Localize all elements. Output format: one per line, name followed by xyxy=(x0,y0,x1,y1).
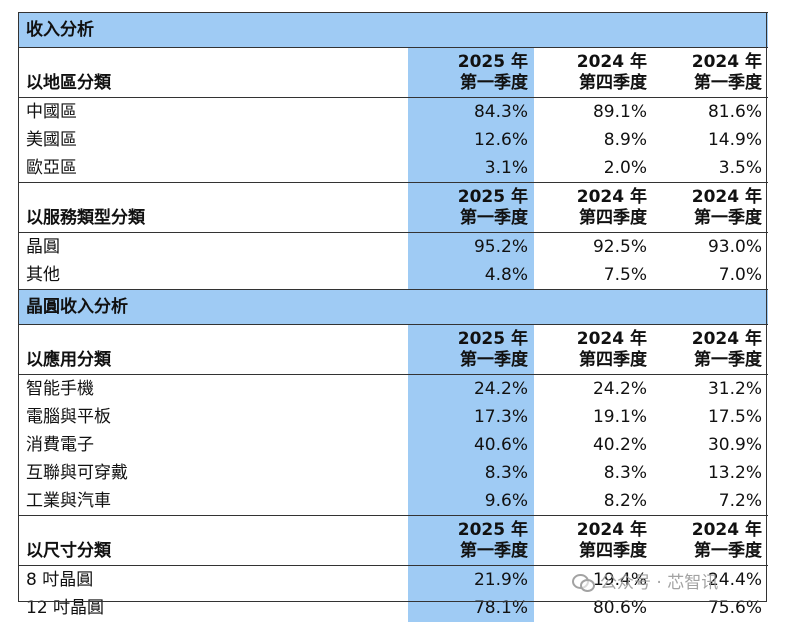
watermark: 公众号 · 芯智讯 xyxy=(572,568,718,593)
cell-2024-q1: 31.2% xyxy=(707,379,762,399)
column-header-2024-q1: 2024 年第一季度 xyxy=(653,324,768,375)
cell-2025-q1: 12.6% xyxy=(408,126,534,154)
column-header-2024-q4: 2024 年第四季度 xyxy=(534,47,653,98)
cell-2024-q4: 19.1% xyxy=(592,407,647,427)
cell-2025-q1: 9.6% xyxy=(408,487,534,516)
row-label: 電腦與平板 xyxy=(26,407,111,427)
cell-2025-q1: 78.1% xyxy=(408,594,534,622)
row-label: 美國區 xyxy=(26,130,77,150)
cell-2024-q1: 7.0% xyxy=(718,265,762,285)
section-header: 晶圓收入分析 xyxy=(18,289,768,325)
group-label: 以地區分類 xyxy=(18,47,408,98)
column-header-2025-q1: 2025 年第一季度 xyxy=(408,324,534,375)
table-row: 8 吋晶圓 21.9% 19.4% 24.4% xyxy=(18,565,768,594)
cell-2025-q1: 40.6% xyxy=(408,431,534,459)
group-header-row: 以服務類型分類 2025 年第一季度 2024 年第四季度 2024 年第一季度 xyxy=(18,182,768,233)
group-label: 以尺寸分類 xyxy=(18,515,408,566)
cell-2024-q1: 14.9% xyxy=(707,130,762,150)
cell-2024-q4: 8.9% xyxy=(603,130,647,150)
watermark-text: 公众号 · 芯智讯 xyxy=(600,573,719,593)
group-header-row: 以應用分類 2025 年第一季度 2024 年第四季度 2024 年第一季度 xyxy=(18,324,768,375)
row-label: 智能手機 xyxy=(26,379,94,399)
table-row: 消費電子 40.6% 40.2% 30.9% xyxy=(18,431,768,459)
cell-2024-q4: 92.5% xyxy=(592,237,647,257)
cell-2024-q4: 80.6% xyxy=(592,598,647,618)
cell-2024-q1: 13.2% xyxy=(707,463,762,483)
section-header: 收入分析 xyxy=(18,12,768,48)
table-row: 12 吋晶圓 78.1% 80.6% 75.6% xyxy=(18,594,768,622)
column-header-2025-q1: 2025 年第一季度 xyxy=(408,47,534,98)
table-row: 歐亞區 3.1% 2.0% 3.5% xyxy=(18,154,768,183)
table-row: 智能手機 24.2% 24.2% 31.2% xyxy=(18,374,768,403)
column-header-2024-q1: 2024 年第一季度 xyxy=(653,182,768,233)
cell-2024-q4: 8.2% xyxy=(534,487,653,516)
cell-2024-q4: 19.4% xyxy=(592,570,647,590)
cell-2024-q1: 17.5% xyxy=(707,407,762,427)
table-row: 工業與汽車 9.6% 8.2% 7.2% xyxy=(18,487,768,516)
cell-2024-q1: 75.6% xyxy=(707,598,762,618)
cell-2024-q4: 40.2% xyxy=(592,435,647,455)
column-header-2025-q1: 2025 年第一季度 xyxy=(408,182,534,233)
row-label: 中國區 xyxy=(26,102,77,122)
column-header-2024-q4: 2024 年第四季度 xyxy=(534,182,653,233)
revenue-table: 收入分析 以地區分類 2025 年第一季度 2024 年第四季度 2024 年第… xyxy=(18,12,768,622)
column-header-2024-q4: 2024 年第四季度 xyxy=(534,324,653,375)
cell-2025-q1: 17.3% xyxy=(408,403,534,431)
cell-2025-q1: 95.2% xyxy=(408,232,534,261)
row-label: 12 吋晶圓 xyxy=(26,598,105,618)
cell-2024-q4: 2.0% xyxy=(534,154,653,183)
column-header-2024-q1: 2024 年第一季度 xyxy=(653,47,768,98)
row-label: 歐亞區 xyxy=(18,154,408,183)
table-row: 美國區 12.6% 8.9% 14.9% xyxy=(18,126,768,154)
table-row: 電腦與平板 17.3% 19.1% 17.5% xyxy=(18,403,768,431)
column-header-2025-q1: 2025 年第一季度 xyxy=(408,515,534,566)
cell-2025-q1: 21.9% xyxy=(408,565,534,594)
row-label: 8 吋晶圓 xyxy=(26,570,94,590)
wechat-icon xyxy=(572,572,595,592)
cell-2025-q1: 8.3% xyxy=(408,459,534,487)
cell-2024-q1: 81.6% xyxy=(707,102,762,122)
row-label: 其他 xyxy=(26,265,60,285)
cell-2024-q1: 7.2% xyxy=(653,487,768,516)
group-label: 以服務類型分類 xyxy=(18,182,408,233)
group-header-row: 以地區分類 2025 年第一季度 2024 年第四季度 2024 年第一季度 xyxy=(18,47,768,98)
table-row: 中國區 84.3% 89.1% 81.6% xyxy=(18,97,768,126)
cell-2024-q4: 24.2% xyxy=(592,379,647,399)
table-row: 互聯與可穿戴 8.3% 8.3% 13.2% xyxy=(18,459,768,487)
section-title: 收入分析 xyxy=(18,12,768,48)
row-label: 晶圓 xyxy=(26,237,60,257)
cell-2025-q1: 84.3% xyxy=(408,97,534,126)
group-header-row: 以尺寸分類 2025 年第一季度 2024 年第四季度 2024 年第一季度 xyxy=(18,515,768,566)
table-row: 晶圓 95.2% 92.5% 93.0% xyxy=(18,232,768,261)
table-row: 其他 4.8% 7.5% 7.0% xyxy=(18,261,768,290)
cell-2025-q1: 3.1% xyxy=(408,154,534,183)
column-header-2024-q4: 2024 年第四季度 xyxy=(534,515,653,566)
cell-2024-q4: 8.3% xyxy=(603,463,647,483)
row-label: 工業與汽車 xyxy=(18,487,408,516)
cell-2024-q4: 7.5% xyxy=(603,265,647,285)
cell-2025-q1: 4.8% xyxy=(408,261,534,290)
row-label: 互聯與可穿戴 xyxy=(26,463,128,483)
group-label: 以應用分類 xyxy=(18,324,408,375)
cell-2024-q4: 89.1% xyxy=(592,102,647,122)
cell-2025-q1: 24.2% xyxy=(408,374,534,403)
section-title: 晶圓收入分析 xyxy=(18,289,768,325)
cell-2024-q1: 30.9% xyxy=(707,435,762,455)
cell-2024-q1: 24.4% xyxy=(707,570,762,590)
cell-2024-q1: 3.5% xyxy=(653,154,768,183)
row-label: 消費電子 xyxy=(26,435,94,455)
column-header-2024-q1: 2024 年第一季度 xyxy=(653,515,768,566)
cell-2024-q1: 93.0% xyxy=(707,237,762,257)
